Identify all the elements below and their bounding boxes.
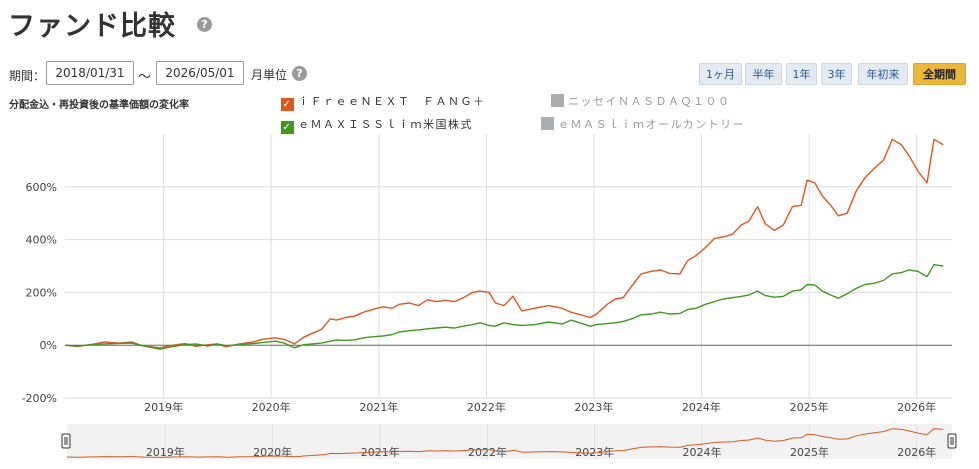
- x-tick-label: 2021年: [359, 400, 398, 414]
- chart-subtitle: 分配金込・再投資後の基準価額の変化率: [9, 100, 189, 111]
- x-tick-label: 2023年: [574, 400, 613, 414]
- range-button-1-month[interactable]: 1ヶ月: [699, 63, 742, 85]
- navigator-tick-label: 2024年: [682, 445, 721, 459]
- range-button-3-year[interactable]: 3年: [821, 63, 852, 85]
- navigator-tick-label: 2025年: [790, 445, 829, 459]
- navigator-right-handle[interactable]: [947, 433, 957, 449]
- series-line-1: [64, 138, 944, 349]
- help-icon[interactable]: ?: [292, 66, 307, 81]
- unit-label: 月単位: [251, 68, 288, 82]
- checkbox-checked-icon[interactable]: ✓: [281, 121, 294, 134]
- navigator-tick-label: 2022年: [468, 445, 507, 459]
- navigator-left-handle[interactable]: [61, 433, 71, 449]
- x-tick-label: 2024年: [682, 400, 721, 414]
- y-tick-label: 200%: [26, 286, 57, 299]
- legend-item-emaxis-allcountry[interactable]: ｅＭＡＳｌｉｍオールカントリー: [541, 116, 745, 132]
- range-button-all-period[interactable]: 全期間: [913, 63, 966, 85]
- help-icon[interactable]: ?: [197, 17, 212, 32]
- legend-label: ニッセイＮＡＳＤＡＱ１００: [568, 95, 731, 108]
- legend-label: ｅＭＡＸＩＳＳｌｉｍ米国株式: [298, 118, 473, 131]
- legend-label: ｉＦｒｅｅＮＥＸＴ ＦＡＮＧ＋: [298, 95, 486, 108]
- y-tick-label: 400%: [26, 234, 57, 247]
- x-tick-label: 2026年: [897, 400, 936, 414]
- x-tick-label: 2020年: [252, 400, 291, 414]
- range-button-ytd[interactable]: 年初来: [858, 63, 908, 85]
- checkbox-unchecked-icon[interactable]: [541, 117, 554, 130]
- range-button-1-year[interactable]: 1年: [786, 63, 817, 85]
- page-title: ファンド比較: [8, 11, 176, 42]
- date-from-input[interactable]: [46, 61, 134, 85]
- navigator-background: [67, 424, 952, 459]
- legend-item-ifree-fang[interactable]: ✓ ｉＦｒｅｅＮＥＸＴ ＦＡＮＧ＋: [281, 93, 486, 111]
- navigator-series-line: [66, 428, 944, 458]
- x-tick-label: 2022年: [467, 400, 506, 414]
- date-to-input[interactable]: [156, 61, 244, 85]
- y-tick-label: -200%: [22, 392, 57, 405]
- legend-label: ｅＭＡＳｌｉｍオールカントリー: [558, 118, 746, 131]
- range-button-half-year[interactable]: 半年: [745, 63, 782, 85]
- legend-item-emaxis-us[interactable]: ✓ ｅＭＡＸＩＳＳｌｉｍ米国株式: [281, 116, 473, 134]
- date-range-separator: 〜: [138, 70, 152, 85]
- navigator-tick-label: 2026年: [897, 445, 936, 459]
- navigator-tick-label: 2020年: [253, 445, 292, 459]
- y-tick-label: 600%: [26, 181, 57, 194]
- checkbox-unchecked-icon[interactable]: [551, 94, 564, 107]
- navigator-tick-label: 2023年: [575, 445, 614, 459]
- x-tick-label: 2019年: [144, 400, 183, 414]
- checkbox-checked-icon[interactable]: ✓: [281, 98, 294, 111]
- x-tick-label: 2025年: [790, 400, 829, 414]
- legend-item-nissay-nasdaq[interactable]: ニッセイＮＡＳＤＡＱ１００: [551, 93, 731, 109]
- series-line-2: [64, 264, 944, 350]
- period-label: 期間：: [9, 69, 46, 83]
- navigator-tick-label: 2019年: [146, 445, 185, 459]
- y-tick-label: 0%: [40, 339, 57, 352]
